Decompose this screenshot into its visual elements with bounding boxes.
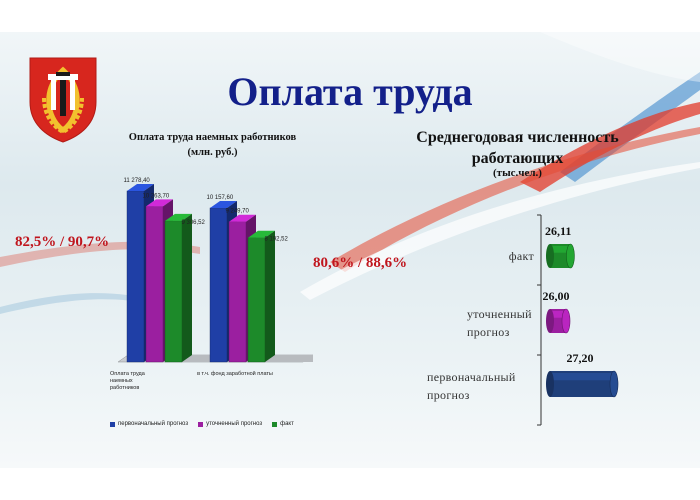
legend-label: уточненный прогноз — [206, 421, 263, 427]
bar-value-label: 9 249,70 — [226, 209, 250, 215]
bar-value-label: 11 278,40 — [124, 178, 151, 184]
category-label: Оплата труда наемных работников — [110, 371, 145, 391]
legend-swatch — [110, 421, 115, 427]
cylinder-highlight — [550, 311, 566, 318]
bar-value-label: 10 263,70 — [143, 193, 170, 199]
right-chart-unit: (тыс.чел.) — [493, 167, 542, 179]
legend-label: первоначальный прогноз — [118, 421, 189, 427]
cylinder-highlight — [550, 373, 614, 381]
bar-top — [165, 213, 192, 221]
bar-top — [146, 199, 173, 207]
bar-value-label: 8 192,52 — [265, 237, 289, 243]
cylinder-right-cap — [566, 243, 575, 269]
slide-background: Оплата труда Оплата труда наемных работн… — [0, 32, 700, 468]
bar-top — [127, 183, 154, 191]
left-chart-title-line2: (млн. руб.) — [187, 147, 238, 158]
left-chart-title-line1: Оплата труда наемных работников — [128, 132, 297, 143]
bar-top — [229, 214, 256, 222]
salary-bar-chart: 11 278,40 10 157,60 10 263,70 9 249,70 9 306… — [117, 178, 314, 363]
category-label: первоначальный прогноз — [427, 370, 516, 402]
category-label: факт — [508, 249, 534, 263]
left-chart-title: Оплата труда наемных работников (млн. ру… — [105, 130, 320, 160]
legend-swatch — [198, 421, 204, 427]
category-label: уточненный прогноз — [467, 307, 532, 339]
category-label: в т.ч. фонд заработной платы — [197, 371, 273, 377]
bar-side — [182, 213, 192, 362]
right-percent-label: 80,6% / 88,6% — [313, 255, 408, 271]
bar-value-label: 26,11 — [545, 224, 571, 238]
cylinder-left-cap — [546, 244, 554, 268]
cylinder-right-cap — [561, 308, 571, 334]
right-chart-title-line2: работающих — [471, 150, 564, 167]
legend-item: уточненный прогноз — [198, 421, 262, 427]
bar-value-label: 10 157,60 — [207, 195, 234, 201]
page-title: Оплата труда — [227, 69, 473, 114]
bar-value-label: 27,20 — [567, 351, 594, 365]
legend-label: факт — [280, 421, 294, 427]
legend-item: первоначальный прогноз — [110, 421, 188, 427]
cylinder-left-cap — [546, 309, 554, 333]
left-chart-legend: первоначальный прогноз уточненный прогноз… — [110, 421, 304, 427]
cylinder-right-cap — [609, 370, 619, 398]
right-chart-title-line1: Среднегодовая численность — [416, 129, 619, 146]
bar-value-label: 26,00 — [543, 289, 570, 303]
bar-top — [248, 230, 275, 238]
bar-value-label: 9 306,52 — [182, 220, 206, 226]
cylinder-left-cap — [546, 371, 554, 397]
legend-swatch — [272, 421, 278, 427]
right-chart-title: Среднегодовая численность работающих (ты… — [395, 128, 640, 179]
city-coat-of-arms-icon — [29, 57, 97, 143]
left-percent-label: 82,5% / 90,7% — [15, 234, 110, 250]
cylinder-highlight — [550, 246, 571, 253]
bar-side — [265, 230, 275, 362]
bar-top — [210, 200, 237, 208]
headcount-bar-chart: 26,11 26,00 27,20 — [537, 214, 619, 426]
legend-item: факт — [272, 421, 294, 427]
